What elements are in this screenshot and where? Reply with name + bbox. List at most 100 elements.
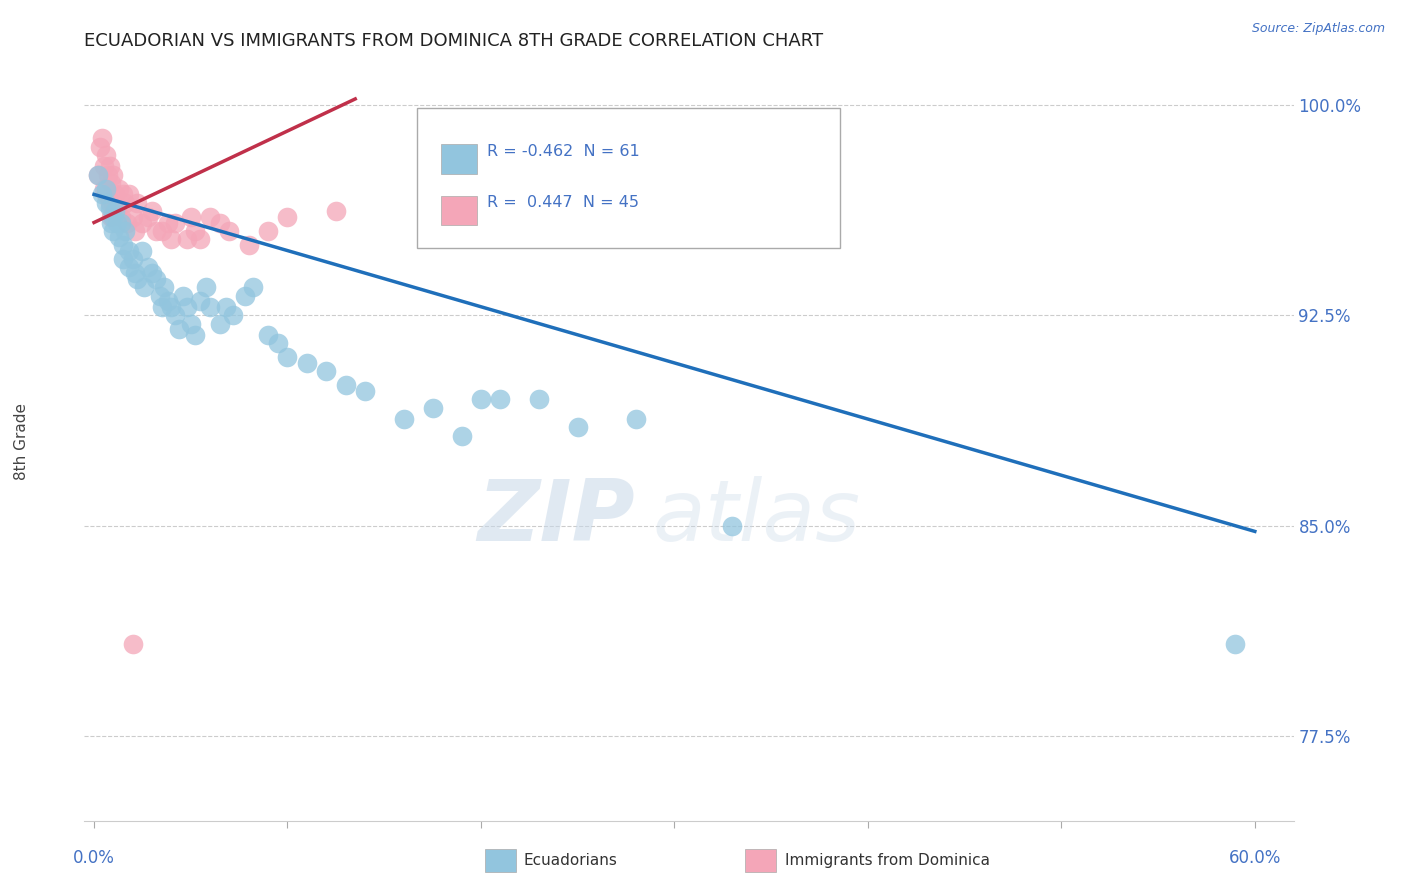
Point <box>124 266 146 280</box>
Point <box>176 232 198 246</box>
Text: atlas: atlas <box>652 475 860 559</box>
Point <box>98 202 121 216</box>
Point <box>94 195 117 210</box>
Point <box>208 317 231 331</box>
Text: R = -0.462  N = 61: R = -0.462 N = 61 <box>486 144 640 159</box>
Point <box>124 224 146 238</box>
Point <box>112 252 135 266</box>
Point <box>165 215 187 229</box>
Point <box>257 327 280 342</box>
Point <box>121 252 143 266</box>
Point <box>94 148 117 162</box>
Point <box>222 308 245 322</box>
Point <box>90 131 112 145</box>
FancyBboxPatch shape <box>441 196 478 226</box>
Point <box>156 294 179 309</box>
Point <box>93 182 115 196</box>
Point <box>325 204 347 219</box>
Point <box>94 187 117 202</box>
Point <box>1225 637 1247 651</box>
Point <box>190 294 212 309</box>
Point <box>567 420 589 434</box>
Point <box>103 210 125 224</box>
Point <box>354 384 377 398</box>
Point <box>110 210 132 224</box>
Point <box>114 195 136 210</box>
Point <box>527 392 550 407</box>
Point <box>183 224 205 238</box>
Point <box>115 215 138 229</box>
Point <box>208 215 231 229</box>
Point <box>238 238 260 252</box>
Point <box>121 210 143 224</box>
Point <box>118 244 141 258</box>
Point <box>98 159 121 173</box>
Point <box>624 412 647 426</box>
Point <box>125 195 148 210</box>
Text: 0.0%: 0.0% <box>73 848 115 867</box>
Point <box>450 429 472 443</box>
Y-axis label: 8th Grade: 8th Grade <box>14 403 28 480</box>
Point <box>160 232 183 246</box>
Point <box>134 280 156 294</box>
Point <box>131 244 153 258</box>
Point <box>470 392 492 407</box>
Point <box>180 210 202 224</box>
Text: 60.0%: 60.0% <box>1229 848 1281 867</box>
Point <box>94 182 117 196</box>
Point <box>141 204 163 219</box>
Point <box>118 187 141 202</box>
Point <box>165 308 187 322</box>
Point <box>276 210 298 224</box>
Point <box>145 224 167 238</box>
Text: ECUADORIAN VS IMMIGRANTS FROM DOMINICA 8TH GRADE CORRELATION CHART: ECUADORIAN VS IMMIGRANTS FROM DOMINICA 8… <box>84 32 824 50</box>
Point <box>93 159 115 173</box>
Point <box>87 168 110 182</box>
Point <box>89 139 111 153</box>
Point <box>242 280 264 294</box>
Text: Source: ZipAtlas.com: Source: ZipAtlas.com <box>1251 22 1385 36</box>
Point <box>98 195 121 210</box>
Point <box>100 215 122 229</box>
Point <box>198 300 221 314</box>
Point <box>118 260 141 275</box>
Point <box>176 300 198 314</box>
Text: Ecuadorians: Ecuadorians <box>523 854 617 868</box>
Point <box>183 327 205 342</box>
Point <box>721 518 744 533</box>
Point <box>125 271 148 285</box>
Point <box>190 232 212 246</box>
Point <box>112 187 135 202</box>
Point <box>257 224 280 238</box>
Point <box>295 356 318 370</box>
Point <box>136 260 159 275</box>
Point <box>121 637 143 651</box>
Point <box>422 401 444 415</box>
Point <box>108 229 131 244</box>
Point <box>141 266 163 280</box>
Point <box>105 204 128 219</box>
Point <box>114 224 136 238</box>
Point <box>131 215 153 229</box>
Point <box>110 215 132 229</box>
Point <box>160 300 183 314</box>
Point <box>149 288 172 302</box>
Point <box>172 288 194 302</box>
Point <box>150 224 173 238</box>
Point <box>97 168 120 182</box>
Point <box>152 280 174 294</box>
Point <box>103 224 125 238</box>
Point <box>167 322 190 336</box>
Text: R =  0.447  N = 45: R = 0.447 N = 45 <box>486 195 638 211</box>
Point <box>103 168 125 182</box>
Point <box>145 271 167 285</box>
Point <box>136 210 159 224</box>
Point <box>112 238 135 252</box>
Point <box>180 317 202 331</box>
Point <box>315 364 337 378</box>
FancyBboxPatch shape <box>441 145 478 174</box>
Point <box>218 224 240 238</box>
Point <box>335 378 357 392</box>
Point <box>104 204 127 219</box>
Point <box>100 176 122 190</box>
